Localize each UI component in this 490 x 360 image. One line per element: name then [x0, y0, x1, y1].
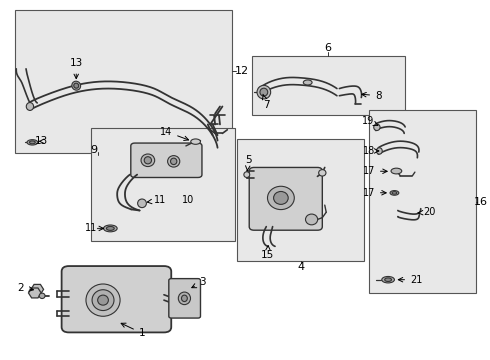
Text: 19: 19	[362, 116, 378, 126]
Bar	[368, 110, 476, 293]
Ellipse shape	[86, 284, 120, 316]
Ellipse shape	[260, 88, 268, 96]
Text: 16: 16	[474, 197, 488, 207]
Bar	[252, 56, 405, 116]
Text: 17: 17	[363, 188, 386, 198]
Text: 15: 15	[261, 246, 274, 260]
Text: 14: 14	[160, 127, 189, 140]
Ellipse shape	[171, 158, 177, 165]
Polygon shape	[31, 284, 44, 294]
Ellipse shape	[376, 148, 382, 154]
Ellipse shape	[257, 85, 270, 99]
Ellipse shape	[305, 214, 318, 225]
Text: 18: 18	[363, 146, 379, 156]
Ellipse shape	[318, 170, 326, 176]
Text: 20: 20	[418, 207, 436, 217]
Ellipse shape	[191, 139, 200, 144]
Ellipse shape	[138, 199, 147, 208]
Text: 4: 4	[298, 262, 305, 272]
Text: 17: 17	[363, 166, 387, 176]
Ellipse shape	[273, 192, 288, 204]
Ellipse shape	[178, 292, 191, 305]
Bar	[15, 10, 232, 153]
FancyBboxPatch shape	[62, 266, 171, 332]
Text: 21: 21	[398, 275, 422, 285]
Ellipse shape	[103, 225, 117, 232]
Text: 13: 13	[35, 136, 49, 146]
Text: 5: 5	[245, 155, 251, 171]
Ellipse shape	[385, 278, 392, 282]
Text: 11: 11	[147, 195, 167, 206]
Ellipse shape	[141, 154, 155, 167]
Ellipse shape	[72, 81, 81, 90]
Text: 9: 9	[91, 144, 98, 154]
Ellipse shape	[382, 276, 394, 283]
FancyBboxPatch shape	[169, 279, 200, 318]
Ellipse shape	[181, 295, 187, 302]
Ellipse shape	[26, 103, 34, 111]
Ellipse shape	[92, 290, 114, 311]
Text: 13: 13	[70, 58, 83, 78]
Text: 8: 8	[362, 91, 382, 101]
Text: 2: 2	[18, 283, 33, 293]
Ellipse shape	[29, 141, 35, 144]
Ellipse shape	[168, 156, 180, 167]
Ellipse shape	[106, 226, 114, 230]
Ellipse shape	[244, 172, 250, 177]
Ellipse shape	[39, 293, 45, 298]
Bar	[237, 139, 364, 261]
Ellipse shape	[98, 295, 108, 305]
Ellipse shape	[391, 168, 402, 174]
Polygon shape	[28, 288, 41, 298]
Ellipse shape	[144, 157, 151, 164]
Ellipse shape	[27, 140, 38, 145]
Ellipse shape	[303, 80, 312, 85]
Text: 3: 3	[192, 277, 206, 288]
Text: 12: 12	[235, 66, 249, 76]
Ellipse shape	[390, 190, 399, 195]
FancyBboxPatch shape	[249, 167, 322, 230]
Text: 7: 7	[263, 94, 270, 110]
Text: 6: 6	[325, 43, 332, 53]
Text: 11: 11	[85, 224, 103, 233]
Text: 10: 10	[182, 195, 195, 206]
Ellipse shape	[392, 192, 397, 194]
FancyBboxPatch shape	[131, 143, 202, 177]
Ellipse shape	[374, 124, 380, 131]
Text: 1: 1	[121, 323, 146, 338]
Ellipse shape	[268, 186, 294, 210]
Bar	[91, 128, 235, 241]
Ellipse shape	[74, 83, 79, 88]
